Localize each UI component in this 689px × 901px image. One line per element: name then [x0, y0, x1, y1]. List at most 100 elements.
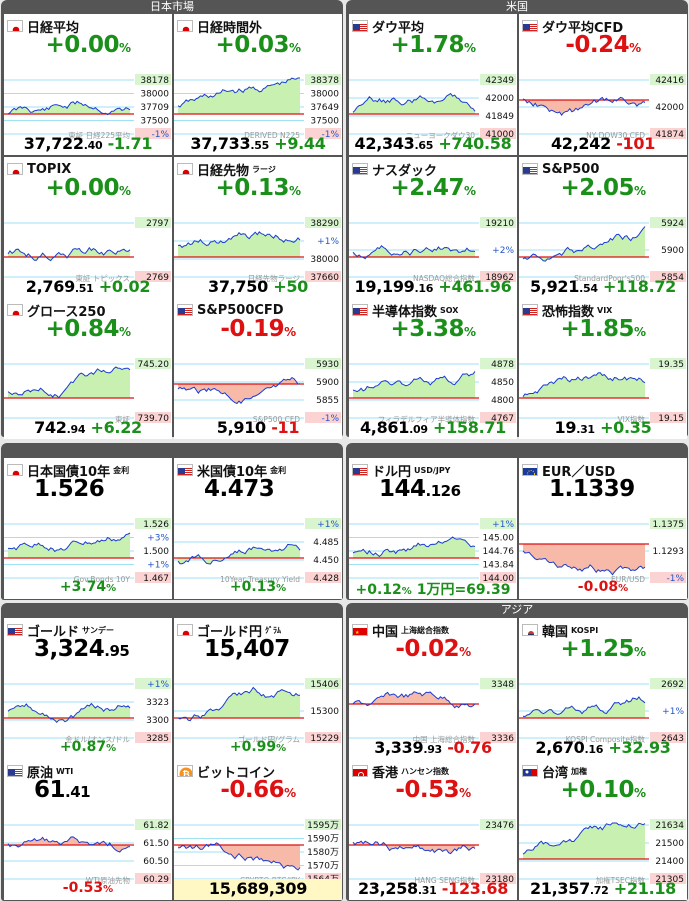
change-footer: +3.74% — [59, 579, 117, 595]
section-title-japan: 日本市場 — [150, 0, 194, 13]
market-card-nkfut[interactable]: 日経先物 ラージ +0.13% 38290 +1% 38000 37660 日経先物ラージ 37… — [174, 157, 342, 298]
mini-chart[interactable]: 745.20 739.70 東証 — [4, 356, 172, 426]
axis-tick-label: 19210 — [485, 219, 514, 229]
market-card-dowcfd[interactable]: ダウ平均CFD -0.24% 42416 42000 41874 NY DOW30 CFD… — [519, 14, 687, 155]
market-card-gold[interactable]: ゴールド サンデー 3,324.95 +1% 3323 3300 3285 金ドル/オンス/ド… — [4, 618, 172, 759]
mini-chart[interactable]: 1.1375 1.1293 -1% EUR/USD — [519, 516, 687, 586]
axis-tick-label: 5854 — [661, 273, 684, 283]
price-value: 37,750 — [207, 277, 268, 296]
current-value: 1.526 — [34, 476, 105, 502]
mini-chart[interactable]: +1% 145.00 144.76 143.84 144.00 — [349, 516, 517, 586]
chart-watermark: KOSPI Composite指数 — [566, 734, 646, 744]
market-card-dow[interactable]: ダウ平均 +1.78% 42349 42000 41849 41000 ニューヨークダウ30… — [349, 14, 517, 155]
axis-tick-label: 38000 — [310, 255, 339, 265]
mini-chart[interactable]: 38378 38000 37649 37500 -1% DERIVED N225 — [174, 72, 342, 142]
price-decimal: .54 — [579, 282, 598, 295]
mini-chart[interactable]: 23476 23180 HANG SENG指数 — [349, 817, 517, 887]
axis-tick-label: 37660 — [310, 273, 339, 283]
axis-tick-label: 42000 — [655, 103, 684, 113]
market-card-china[interactable]: ★ 中国 上海総合指数 -0.02% 3348 3336 中国 上海総合指数 3,339.93… — [349, 618, 517, 759]
axis-tick-label: +3% — [147, 534, 169, 544]
price-decimal: .55 — [250, 139, 269, 152]
mini-chart[interactable]: 19210 +2% 18962 NASDAQ総合指数 — [349, 215, 517, 285]
mini-chart[interactable]: 61.82 61.50 60.50 60.29 WTI原油先物 — [4, 817, 172, 887]
mini-chart[interactable]: 3348 3336 中国 上海総合指数 — [349, 676, 517, 746]
mini-chart[interactable]: 42416 42000 41874 NY DOW30 CFD — [519, 72, 687, 142]
axis-tick-label: 37649 — [310, 103, 339, 113]
axis-tick-label: 38000 — [140, 90, 169, 100]
price-footer: 19,199.16 +461.96 — [349, 277, 517, 297]
market-card-taiwan[interactable]: 台湾 加権 +0.10% 21634 21500 21400 21305 加権TSEC指数 21… — [519, 759, 687, 900]
change-footer: -0.53% — [62, 880, 114, 896]
market-card-nikkei_ah[interactable]: 日経時間外 +0.03% 38378 38000 37649 37500 -1% DERIVE… — [174, 14, 342, 155]
mini-chart[interactable]: 38178 38000 37709 37500 -1% 東証 日経225平均 — [4, 72, 172, 142]
chart-line — [177, 77, 300, 108]
current-value: 4.473 — [204, 476, 275, 502]
flag-icon-kr — [522, 624, 538, 636]
market-card-sox[interactable]: 半導体指数 SOX +3.38% 4878 4850 4800 4767 フィラデルフィア半導… — [349, 298, 517, 439]
mini-chart[interactable]: 4878 4850 4800 4767 フィラデルフィア半導体指数 — [349, 356, 517, 426]
market-card-hk[interactable]: 香港 ハンセン指数 -0.53% 23476 23180 HANG SENG指数 23,25… — [349, 759, 517, 900]
card-title: 原油 — [27, 765, 54, 781]
price-change: -101 — [616, 134, 656, 153]
axis-tick-label: 38378 — [310, 76, 339, 86]
card-title: 中国 — [372, 624, 399, 640]
mini-chart[interactable]: 15406 15300 15229 ゴールド円/グラム — [174, 676, 342, 746]
flag-icon-jp — [177, 624, 193, 636]
mini-chart[interactable]: 1.526 +3% 1.500 +1% 1.467 Gov.Bonds 10Y — [4, 516, 172, 586]
market-card-goldjpy[interactable]: ゴールド円 ｸﾞﾗﾑ 15,407 15406 15300 15229 ゴールド円/グラム +… — [174, 618, 342, 759]
card-header: ドル円 USD/JPY — [352, 461, 514, 480]
change-footer: -0.08% — [577, 579, 629, 595]
market-card-growth[interactable]: グロース250 +0.84% 745.20 739.70 東証 742.94 +6.22 — [4, 298, 172, 439]
chart-line — [522, 822, 646, 855]
axis-tick-label: 19.15 — [658, 414, 684, 424]
price-change: +9.44 — [274, 134, 326, 153]
mini-chart[interactable]: 2797 2769 東証 トピックス — [4, 215, 172, 285]
mini-chart[interactable]: +1% 4.485 4.450 4.428 10Year Treasury Yield — [174, 516, 342, 586]
mini-chart[interactable]: 2692 +1% 2643 KOSPI Composite指数 — [519, 676, 687, 746]
change-percent: +1.25% — [560, 636, 646, 662]
card-header: 台湾 加権 — [522, 762, 684, 781]
market-card-nikkei[interactable]: 日経平均 +0.00% 38178 38000 37709 37500 -1% 東証 日経22… — [4, 14, 172, 155]
axis-tick-label: 739.70 — [138, 414, 170, 424]
card-title: ダウ平均CFD — [542, 20, 624, 36]
mini-chart[interactable]: 1595万1590万1580万1570万1564万CRYPTO BTC/JPY — [174, 817, 342, 887]
chart-area — [178, 78, 300, 114]
change-footer: +0.87% — [59, 739, 117, 755]
mini-chart[interactable]: 38290 +1% 38000 37660 日経先物ラージ — [174, 215, 342, 285]
card-subtitle: ハンセン指数 — [401, 766, 450, 776]
chart-watermark: S&P500 CFD — [253, 415, 300, 424]
market-card-topix[interactable]: TOPIX +0.00% 2797 2769 東証 トピックス 2,769.51 +0.0… — [4, 157, 172, 298]
market-card-ust[interactable]: 米国債10年 金利 4.473 +1% 4.485 4.450 4.428 10Year Tr… — [174, 458, 342, 599]
market-card-btc[interactable]: ₿ビットコイン-0.66%1595万1590万1580万1570万1564万CR… — [174, 759, 342, 900]
chart-line — [522, 372, 646, 397]
mini-chart[interactable]: 42349 42000 41849 41000 ニューヨークダウ30 — [349, 72, 517, 142]
price-footer: 37,733.55 +9.44 — [174, 134, 342, 154]
market-card-oil[interactable]: 原油 WTI 61.41 61.82 61.50 60.50 60.29 WTI原油先物 -0.… — [4, 759, 172, 900]
chart-line — [177, 686, 300, 722]
price-change: +0.02 — [98, 277, 151, 296]
market-card-korea[interactable]: 韓国 KOSPI +1.25% 2692 +1% 2643 KOSPI Composite指… — [519, 618, 687, 759]
card-subtitle: KOSPI — [571, 625, 599, 635]
market-card-eurusd[interactable]: EUR／USD 1.1339 1.1375 1.1293 -1% EUR/USD -0.08… — [519, 458, 687, 599]
price-change: -11 — [271, 418, 300, 437]
mini-chart[interactable]: 21634 21500 21400 21305 加権TSEC指数 — [519, 817, 687, 887]
market-card-spcfd[interactable]: S&P500CFD -0.19% 5930 5900 5855 -1% S&P500 CFD… — [174, 298, 342, 439]
card-subtitle: 加権 — [571, 766, 588, 776]
card-title: 半導体指数 — [372, 304, 438, 320]
market-card-vix[interactable]: 恐怖指数 VIX +1.85% 19.35 19.15 VIX指数 19.31 +0.35 — [519, 298, 687, 439]
price-footer: 15,689,309 — [174, 879, 342, 900]
mini-chart[interactable]: 5924 5900 5854 StandardPoor's500 — [519, 215, 687, 285]
market-card-usdjpy[interactable]: ドル円 USD/JPY 144.126 +1% 145.00 144.76 143.84 14… — [349, 458, 517, 599]
market-card-jgb[interactable]: 日本国債10年 金利 1.526 1.526 +3% 1.500 +1% 1.467 Gov.B… — [4, 458, 172, 599]
market-card-sp500[interactable]: S&P500 +2.05% 5924 5900 5854 StandardPoor's50… — [519, 157, 687, 298]
axis-tick-label: 38290 — [310, 219, 339, 229]
mini-chart[interactable]: 19.35 19.15 VIX指数 — [519, 356, 687, 426]
chart-area — [353, 93, 475, 114]
card-title: ゴールド円 — [197, 624, 263, 640]
chart-line — [8, 532, 131, 553]
mini-chart[interactable]: 5930 5900 5855 -1% S&P500 CFD — [174, 356, 342, 426]
market-card-nasdaq[interactable]: ナスダック +2.47% 19210 +2% 18962 NASDAQ総合指数 19,199… — [349, 157, 517, 298]
mini-chart[interactable]: +1% 3323 3300 3285 金ドル/オンス/ドル — [4, 676, 172, 746]
axis-tick-label: 3300 — [146, 716, 169, 726]
